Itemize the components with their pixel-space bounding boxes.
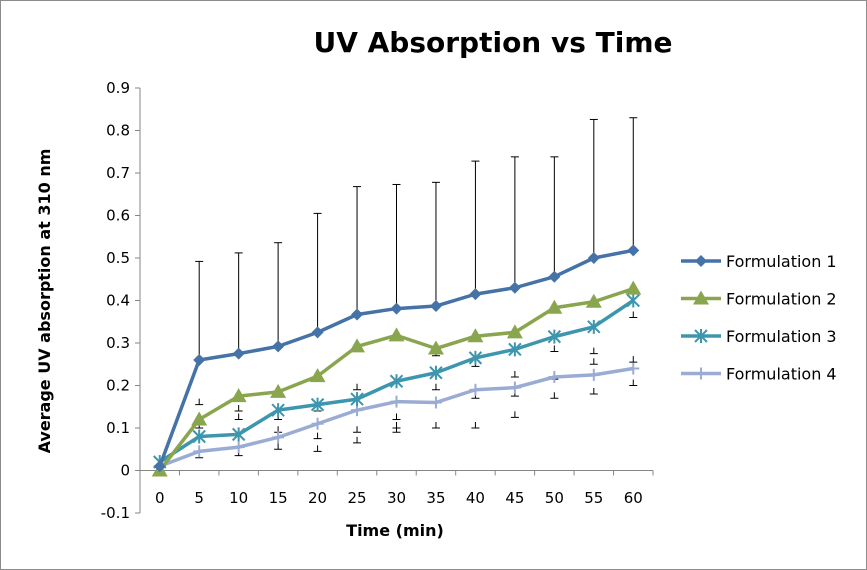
data-point bbox=[625, 280, 642, 295]
data-point bbox=[232, 347, 245, 360]
legend-marker bbox=[694, 329, 708, 343]
x-axis-title: Time (min) bbox=[346, 521, 444, 540]
series-formulation-3 bbox=[153, 293, 640, 469]
data-point bbox=[508, 342, 522, 357]
data-point bbox=[429, 365, 443, 380]
data-point bbox=[153, 460, 166, 473]
data-point bbox=[389, 374, 404, 389]
data-point bbox=[390, 395, 403, 408]
legend-marker bbox=[695, 255, 707, 267]
data-point bbox=[467, 328, 484, 343]
data-point bbox=[272, 340, 285, 353]
data-point bbox=[506, 324, 523, 339]
legend-label: Formulation 3 bbox=[726, 327, 837, 346]
data-point bbox=[429, 396, 442, 409]
x-tick-label: 45 bbox=[505, 489, 524, 507]
y-tick-label: 0.7 bbox=[106, 164, 130, 182]
y-tick-label: 0.2 bbox=[106, 377, 130, 395]
legend-marker bbox=[693, 290, 709, 305]
error-bars bbox=[195, 117, 638, 459]
data-point bbox=[508, 381, 521, 394]
data-point bbox=[427, 340, 444, 355]
x-tick-label: 20 bbox=[308, 489, 327, 507]
y-tick-label: 0.6 bbox=[106, 207, 130, 225]
x-tick-label: 55 bbox=[584, 489, 603, 507]
series-group bbox=[151, 244, 642, 477]
legend-label: Formulation 1 bbox=[726, 252, 837, 271]
x-tick-label: 15 bbox=[269, 489, 288, 507]
data-point bbox=[627, 362, 640, 375]
data-point bbox=[390, 302, 403, 315]
data-point bbox=[468, 350, 483, 365]
data-point bbox=[193, 354, 206, 366]
data-point bbox=[547, 329, 562, 344]
x-tick-label: 40 bbox=[466, 489, 485, 507]
data-point bbox=[508, 281, 521, 294]
data-point bbox=[546, 299, 563, 314]
data-point bbox=[309, 368, 326, 383]
legend: Formulation 1 Formulation 2 Formulation 3 F… bbox=[681, 252, 837, 384]
data-point bbox=[271, 403, 285, 418]
data-point bbox=[350, 392, 364, 407]
legend-item: Formulation 2 bbox=[681, 290, 837, 309]
data-point bbox=[192, 429, 206, 444]
y-axis-title: Average UV absorption at 310 nm bbox=[35, 149, 54, 454]
data-point bbox=[469, 288, 482, 301]
y-tick-label: 0.3 bbox=[106, 334, 130, 352]
axes: -0.1 0 0.1 0.2 0.3 0.4 0.5 0.6 0.7 0.8 0.9 0 5 10 15 20… bbox=[101, 79, 654, 522]
data-point bbox=[311, 417, 324, 430]
data-point bbox=[587, 368, 600, 381]
data-point bbox=[351, 404, 364, 417]
legend-item: Formulation 3 bbox=[681, 327, 837, 346]
data-point bbox=[231, 427, 246, 442]
legend-item: Formulation 4 bbox=[681, 365, 837, 384]
legend-label: Formulation 2 bbox=[726, 290, 837, 309]
data-point bbox=[349, 338, 366, 353]
x-tick-label: 50 bbox=[545, 489, 564, 507]
chart-title: UV Absorption vs Time bbox=[313, 26, 672, 59]
x-tick-label: 30 bbox=[387, 489, 406, 507]
data-point bbox=[626, 293, 640, 308]
data-point bbox=[310, 397, 325, 412]
series-formulation-1 bbox=[153, 244, 640, 473]
data-point bbox=[232, 441, 245, 454]
data-point bbox=[270, 383, 287, 398]
data-point bbox=[548, 371, 561, 383]
data-point bbox=[272, 431, 285, 444]
legend-item: Formulation 1 bbox=[681, 252, 837, 271]
y-tick-label: -0.1 bbox=[101, 504, 130, 522]
data-point bbox=[585, 293, 602, 308]
data-point bbox=[311, 326, 324, 339]
data-point bbox=[548, 270, 561, 283]
data-point bbox=[469, 383, 482, 396]
data-point bbox=[193, 445, 206, 458]
data-point bbox=[388, 327, 405, 342]
data-point bbox=[627, 244, 640, 257]
data-point bbox=[587, 252, 600, 264]
y-tick-label: 0.8 bbox=[106, 122, 130, 140]
y-tick-label: 0.4 bbox=[106, 292, 130, 310]
legend-label: Formulation 4 bbox=[726, 365, 837, 384]
y-tick-label: 0.1 bbox=[106, 419, 130, 437]
x-tick-label: 60 bbox=[624, 489, 643, 507]
data-point bbox=[429, 300, 442, 313]
x-tick-label: 35 bbox=[426, 489, 445, 507]
y-tick-label: 0.9 bbox=[106, 79, 130, 97]
data-point bbox=[587, 319, 601, 334]
data-point bbox=[230, 388, 247, 403]
data-point bbox=[191, 411, 208, 426]
x-tick-label: 5 bbox=[194, 489, 204, 507]
x-tick-label: 0 bbox=[155, 489, 165, 507]
y-tick-label: 0 bbox=[120, 462, 130, 480]
data-point bbox=[351, 308, 364, 321]
legend-marker bbox=[695, 367, 707, 380]
x-tick-label: 25 bbox=[347, 489, 366, 507]
x-tick-label: 10 bbox=[229, 489, 248, 507]
y-tick-label: 0.5 bbox=[106, 249, 130, 267]
series-formulation-2 bbox=[151, 280, 642, 477]
